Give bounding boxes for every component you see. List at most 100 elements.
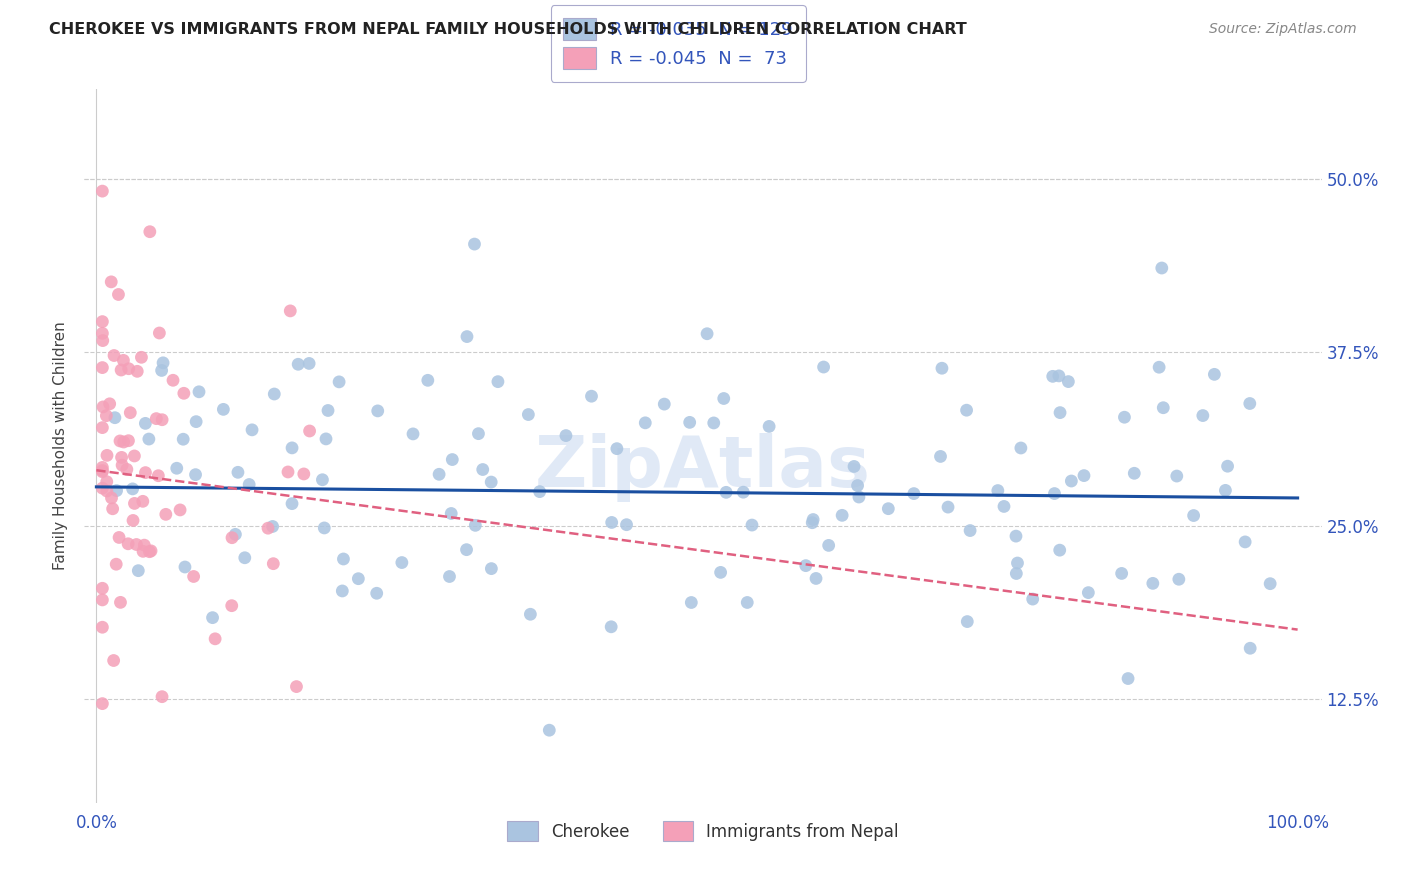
Point (931, 361, 953, 376)
Point (903, 486, 925, 500)
Point (98, 397, 121, 411)
Point (1142, 576, 1164, 591)
Point (201, 610, 224, 624)
Text: ZipAtlas: ZipAtlas (536, 433, 870, 502)
Point (148, 468, 170, 483)
Point (804, 571, 827, 585)
Point (464, 518, 486, 533)
Point (281, 497, 304, 511)
Point (801, 516, 824, 530)
Point (555, 428, 578, 442)
Point (486, 375, 509, 389)
Point (366, 586, 388, 600)
Point (987, 483, 1010, 498)
Point (311, 473, 333, 487)
Point (1049, 406, 1071, 420)
Point (91, 464, 114, 478)
Point (96, 475, 118, 489)
Point (287, 357, 309, 371)
Point (463, 237, 485, 252)
Point (212, 402, 235, 417)
Point (127, 364, 149, 378)
Point (467, 426, 489, 441)
Point (112, 353, 135, 368)
Point (710, 566, 733, 580)
Point (1123, 467, 1146, 481)
Point (162, 373, 184, 387)
Point (456, 329, 478, 343)
Point (134, 466, 156, 480)
Point (91, 400, 114, 414)
Point (440, 507, 463, 521)
Point (91, 620, 114, 634)
Point (696, 326, 718, 341)
Point (91, 593, 114, 607)
Point (139, 225, 162, 239)
Point (122, 513, 145, 527)
Point (155, 508, 177, 522)
Point (1047, 368, 1070, 383)
Point (104, 410, 127, 425)
Point (439, 569, 461, 583)
Point (955, 403, 977, 417)
Point (150, 690, 173, 704)
Point (110, 450, 132, 465)
Point (166, 461, 188, 475)
Point (186, 415, 208, 429)
Point (124, 496, 146, 510)
Point (188, 384, 211, 399)
Point (183, 569, 205, 583)
Point (416, 373, 439, 387)
Point (600, 516, 623, 530)
Point (117, 434, 139, 448)
Point (1073, 468, 1095, 483)
Point (441, 452, 464, 467)
Point (1010, 441, 1032, 455)
Point (132, 544, 155, 558)
Point (91, 582, 114, 596)
Point (347, 572, 370, 586)
Point (479, 561, 502, 575)
Point (846, 478, 869, 492)
Point (600, 620, 623, 634)
Point (929, 450, 952, 464)
Point (226, 466, 249, 480)
Point (224, 527, 246, 541)
Point (131, 351, 153, 365)
Point (96, 409, 118, 423)
Point (1182, 508, 1205, 523)
Point (471, 462, 494, 476)
Point (813, 359, 835, 374)
Point (221, 531, 243, 545)
Point (1077, 585, 1099, 599)
Point (330, 584, 353, 599)
Point (115, 462, 138, 476)
Point (1005, 566, 1028, 581)
Point (172, 432, 194, 446)
Point (681, 595, 703, 609)
Point (959, 524, 981, 538)
Point (121, 482, 143, 496)
Point (110, 595, 132, 609)
Point (652, 397, 675, 411)
Point (1042, 369, 1064, 384)
Point (292, 467, 315, 481)
Text: CHEROKEE VS IMMIGRANTS FROM NEPAL FAMILY HOUSEHOLDS WITH CHILDREN CORRELATION CH: CHEROKEE VS IMMIGRANTS FROM NEPAL FAMILY… (49, 22, 967, 37)
Point (679, 416, 702, 430)
Point (91, 697, 114, 711)
Point (1150, 260, 1173, 275)
Point (150, 413, 173, 427)
Point (105, 558, 128, 572)
Point (240, 423, 263, 437)
Point (138, 544, 160, 558)
Point (1114, 410, 1136, 425)
Point (831, 508, 853, 523)
Point (118, 361, 141, 376)
Point (105, 483, 128, 498)
Point (134, 538, 156, 552)
Point (117, 537, 139, 551)
Point (262, 519, 284, 533)
Point (174, 560, 197, 574)
Point (367, 404, 389, 418)
Point (714, 485, 737, 500)
